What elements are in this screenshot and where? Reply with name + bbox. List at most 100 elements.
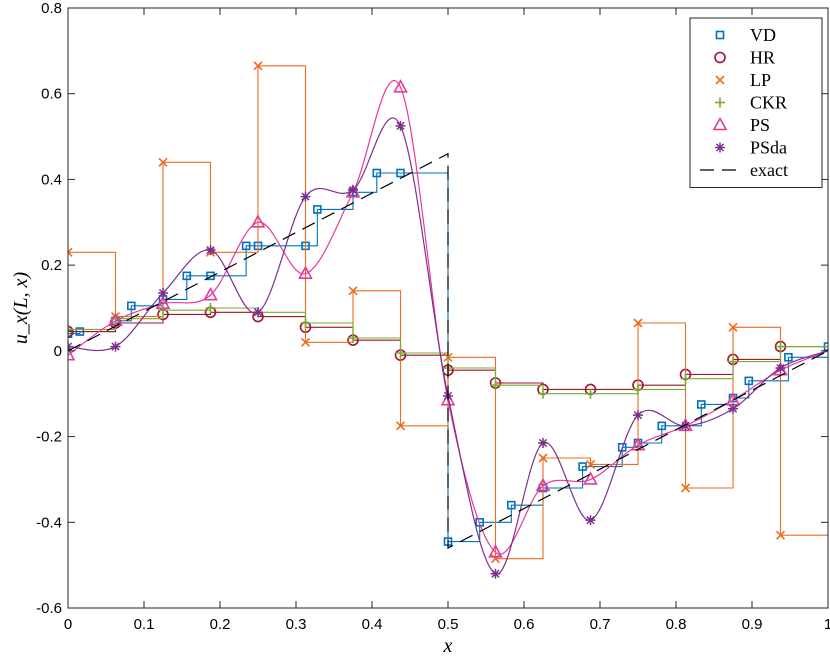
- data-point-ckr: [680, 373, 691, 384]
- data-point-psda: [158, 288, 168, 298]
- x-tick-label: 0.1: [134, 616, 155, 633]
- data-point-lp: [253, 61, 263, 71]
- data-point-psda: [585, 515, 596, 526]
- axes: 0 0.1 0.2 0.3 0.4 0.5 0.6 0.7 0.8 0.9 1 -0.6 -0.4 -0.…: [10, 0, 830, 657]
- data-point-vd: [657, 421, 667, 431]
- data-point-vd: [744, 376, 754, 386]
- legend-item-lp: LP: [715, 70, 771, 90]
- data-point-ckr: [158, 305, 168, 316]
- data-point-psda: [348, 185, 358, 196]
- legend-marker: [715, 75, 725, 85]
- legend-item-exact: exact: [700, 160, 788, 180]
- data-point-ckr: [538, 388, 548, 399]
- data-point-ps: [108, 312, 123, 327]
- legend-marker: [714, 51, 726, 64]
- legend-label: CKR: [750, 93, 787, 113]
- y-tick-label: -0.2: [36, 429, 62, 446]
- legend-item-ps: PS: [712, 115, 770, 135]
- legend-marker: [715, 30, 725, 40]
- data-point-lp: [538, 453, 548, 463]
- x-tick-label: 0.3: [286, 616, 307, 633]
- y-tick-label: 0.2: [41, 257, 62, 274]
- data-point-vd: [372, 168, 382, 178]
- data-point-ps: [535, 477, 551, 492]
- data-point-vd: [206, 271, 215, 281]
- x-tick-label: 0.6: [514, 616, 535, 633]
- data-point-lp: [728, 322, 738, 332]
- data-point-ps: [488, 544, 503, 558]
- x-tick-label: 0.2: [210, 616, 231, 633]
- data-point-vd: [784, 352, 793, 362]
- data-point-psda: [490, 568, 501, 579]
- x-axis-label: x: [443, 635, 453, 657]
- data-point-psda: [728, 403, 738, 414]
- data-point-ckr: [633, 384, 643, 395]
- y-tick-label: -0.6: [36, 600, 62, 617]
- data-point-lp: [633, 318, 643, 328]
- data-point-ckr: [205, 303, 216, 313]
- legend-label: VD: [750, 25, 776, 45]
- x-tick-label: 0: [64, 616, 72, 633]
- data-point-ps: [250, 214, 266, 228]
- series-exact: [68, 152, 828, 549]
- data-point-ckr: [728, 356, 738, 367]
- y-tick-label: 0: [54, 343, 62, 360]
- data-point-ps: [773, 361, 788, 376]
- data-point-hr: [68, 325, 74, 338]
- data-point-vd: [127, 301, 136, 311]
- data-point-psda: [253, 307, 263, 318]
- data-point-lp: [348, 286, 358, 296]
- data-point-ckr: [490, 380, 501, 391]
- legend-marker: [715, 97, 725, 108]
- data-point-psda: [633, 410, 643, 421]
- y-axis-label: u_x(L, x): [10, 272, 32, 345]
- legend-item-ckr: CKR: [715, 93, 787, 113]
- legend-label: LP: [750, 70, 771, 90]
- legend-item-vd: VD: [715, 25, 776, 45]
- data-point-vd: [68, 329, 73, 339]
- data-point-ckr: [395, 348, 406, 358]
- legend-marker: [715, 142, 725, 153]
- x-tick-label: 0.9: [742, 616, 763, 633]
- data-point-vd: [507, 500, 516, 510]
- data-point-psda: [680, 420, 691, 431]
- data-point-lp: [158, 157, 168, 167]
- data-point-psda: [205, 245, 216, 256]
- legend-box: [689, 17, 823, 188]
- data-point-ckr: [68, 324, 73, 335]
- data-point-vd: [697, 400, 706, 409]
- legend-item-psda: PSda: [715, 138, 787, 158]
- x-tick-label: 0.4: [362, 616, 383, 633]
- data-point-vd: [182, 271, 192, 281]
- data-point-lp: [395, 421, 406, 431]
- legend-marker: [712, 116, 728, 131]
- data-point-lp: [775, 530, 786, 540]
- data-point-psda: [300, 191, 311, 202]
- data-point-ckr: [300, 318, 311, 328]
- data-point-psda: [775, 363, 786, 373]
- data-point-vd: [475, 517, 484, 527]
- data-point-vd: [396, 168, 405, 178]
- series-psda: [68, 117, 828, 579]
- legend-label: HR: [750, 48, 775, 68]
- data-point-ps: [298, 265, 313, 280]
- x-tick-label: 1: [824, 616, 830, 633]
- data-point-vd: [578, 462, 587, 471]
- legend-label: exact: [750, 160, 788, 180]
- series-line-exact: [68, 152, 828, 549]
- plot-area: [68, 61, 828, 579]
- data-point-ps: [155, 295, 171, 310]
- data-point-vd: [617, 442, 627, 452]
- legend-label: PS: [750, 115, 770, 135]
- data-point-ps: [393, 79, 408, 93]
- data-point-lp: [680, 483, 691, 493]
- x-tick-label: 0.7: [590, 616, 611, 633]
- data-point-ckr: [585, 388, 596, 399]
- y-tick-label: -0.4: [36, 514, 62, 531]
- data-point-vd: [313, 205, 322, 214]
- x-tick-label: 0.5: [438, 616, 459, 633]
- data-point-psda: [110, 341, 121, 352]
- data-point-ps: [583, 471, 598, 485]
- data-point-vd: [241, 241, 251, 251]
